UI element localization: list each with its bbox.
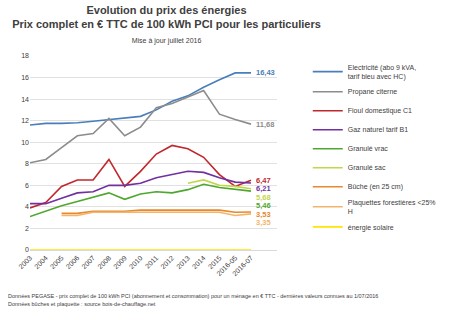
svg-text:5,68: 5,68	[256, 193, 271, 202]
svg-text:Granulé sac: Granulé sac	[348, 164, 386, 171]
svg-text:2010: 2010	[128, 254, 144, 270]
svg-text:2014: 2014	[191, 254, 207, 270]
svg-text:Propane citerne: Propane citerne	[348, 88, 398, 96]
svg-text:10: 10	[21, 139, 29, 146]
svg-text:2013: 2013	[175, 254, 191, 270]
svg-text:0: 0	[25, 246, 29, 253]
svg-text:4: 4	[25, 203, 29, 210]
svg-text:2016-07: 2016-07	[231, 254, 254, 277]
svg-text:2011: 2011	[144, 254, 160, 270]
svg-text:2015: 2015	[207, 254, 223, 270]
svg-text:6: 6	[25, 182, 29, 189]
svg-text:2009: 2009	[112, 254, 128, 270]
svg-text:3,53: 3,53	[256, 210, 271, 219]
svg-text:3,35: 3,35	[256, 218, 271, 227]
svg-text:2003: 2003	[17, 254, 33, 270]
svg-text:Electricité (abo 9 kVA,tarif b: Electricité (abo 9 kVA,tarif bleu avec H…	[348, 64, 416, 81]
svg-text:2004: 2004	[33, 254, 49, 270]
svg-text:16: 16	[21, 74, 29, 81]
svg-text:18: 18	[21, 52, 29, 59]
svg-text:Bûche (en 25 cm): Bûche (en 25 cm)	[348, 183, 403, 191]
svg-text:11,68: 11,68	[256, 120, 274, 129]
svg-text:6,21: 6,21	[256, 184, 271, 193]
svg-text:2006: 2006	[65, 254, 81, 270]
svg-text:2008: 2008	[96, 254, 112, 270]
svg-text:énergie solaire: énergie solaire	[348, 224, 394, 232]
svg-text:2012: 2012	[159, 254, 175, 270]
svg-text:2005: 2005	[49, 254, 65, 270]
svg-text:5,46: 5,46	[256, 201, 271, 210]
svg-text:2016-05: 2016-05	[215, 254, 238, 277]
svg-text:Données PEGASE - prix complet: Données PEGASE - prix complet de 100 kWh…	[8, 293, 378, 299]
svg-text:Fioul domestique C1: Fioul domestique C1	[348, 107, 412, 115]
svg-text:8: 8	[25, 160, 29, 167]
svg-text:2007: 2007	[80, 254, 96, 270]
svg-text:Gaz naturel tarif B1: Gaz naturel tarif B1	[348, 126, 408, 133]
svg-text:2: 2	[25, 225, 29, 232]
svg-text:16,43: 16,43	[256, 68, 275, 77]
svg-text:6,47: 6,47	[256, 176, 271, 185]
svg-text:14: 14	[21, 96, 29, 103]
svg-text:Plaquettes forestières <25%H: Plaquettes forestières <25%H	[348, 199, 436, 215]
svg-text:Granulé vrac: Granulé vrac	[348, 145, 389, 152]
svg-text:12: 12	[21, 117, 29, 124]
svg-text:Evolution du prix des énergies: Evolution du prix des énergiesPrix compl…	[12, 4, 321, 45]
svg-text:Données bûches et plaquette :: Données bûches et plaquette : source boi…	[8, 301, 156, 307]
